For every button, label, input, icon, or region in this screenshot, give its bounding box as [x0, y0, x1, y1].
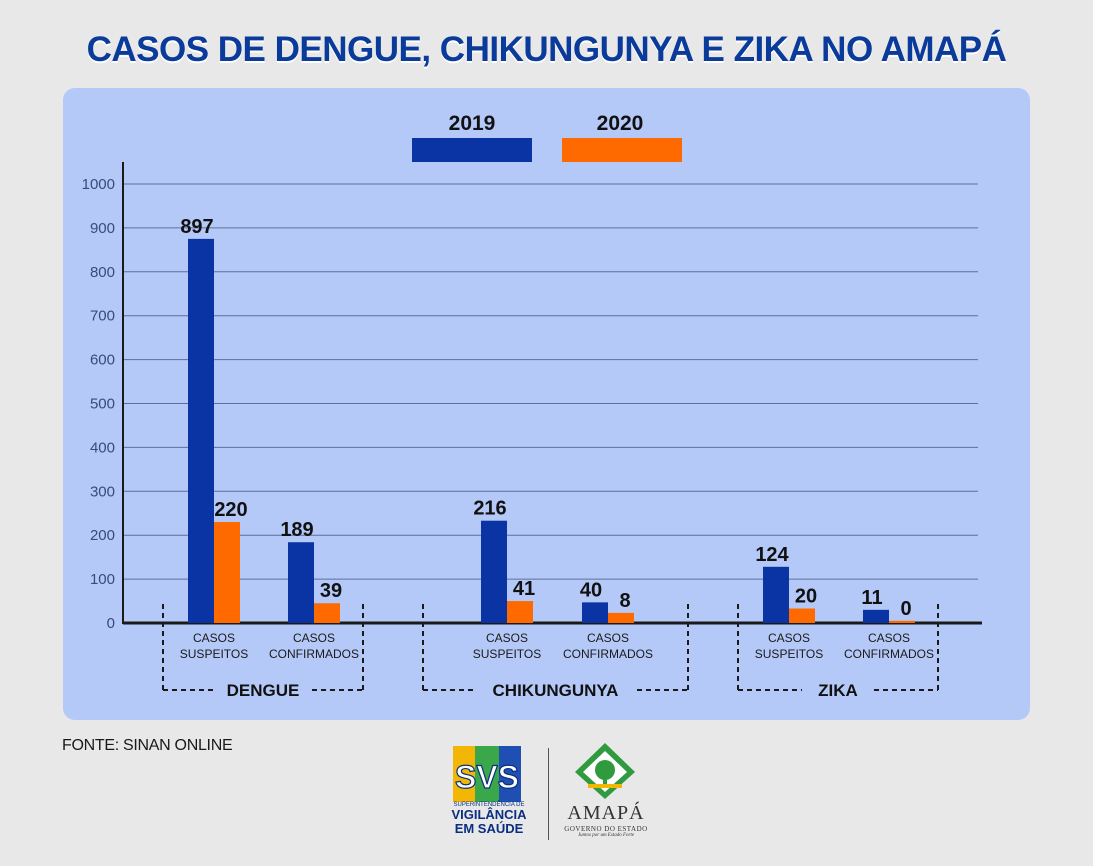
- svs-line3: EM SAÚDE: [454, 820, 524, 836]
- y-tick-label: 900: [90, 220, 115, 237]
- y-tick-label: 700: [90, 308, 115, 325]
- svs-wordmark: SUPERINTENDÊNCIA DE VIGILÂNCIA EM SAÚDE: [450, 802, 528, 836]
- bar-dengue-suspeitos-2020: [214, 522, 240, 623]
- bar-dengue-confirmados-2019: [288, 542, 314, 623]
- data-label: 124: [755, 544, 789, 566]
- logo-divider: [548, 748, 549, 840]
- category-label: SUSPEITOS: [473, 647, 541, 661]
- category-label: CASOS: [486, 631, 528, 645]
- bar-chikungunya-confirmados-2020: [608, 612, 634, 623]
- data-label: 41: [513, 578, 535, 600]
- legend-label-2019: 2019: [449, 112, 496, 135]
- amapa-name: AMAPÁ: [567, 802, 645, 824]
- bar-chikungunya-confirmados-2019: [582, 602, 608, 623]
- data-label: 8: [619, 590, 630, 612]
- bar-zika-confirmados-2019: [863, 609, 889, 623]
- svs-mark: SVS: [455, 759, 519, 795]
- footer-logos: SVS SUPERINTENDÊNCIA DE VIGILÂNCIA EM SA…: [450, 742, 660, 847]
- y-tick-label: 100: [90, 571, 115, 588]
- data-label: 220: [214, 499, 247, 521]
- svs-line1: SUPERINTENDÊNCIA DE: [453, 802, 525, 808]
- legend-swatch-2020: [562, 138, 682, 162]
- category-label: CASOS: [768, 631, 810, 645]
- category-label: CASOS: [868, 631, 910, 645]
- legend-swatch-2019: [412, 138, 532, 162]
- bar-zika-suspeitos-2020: [789, 608, 815, 623]
- amapa-slogan: Juntos por um Estado Forte: [577, 833, 635, 838]
- bar-dengue-suspeitos-2019: [188, 238, 214, 623]
- category-label: CASOS: [587, 631, 629, 645]
- category-label: CASOS: [293, 631, 335, 645]
- amapa-government: GOVERNO DO ESTADO: [564, 825, 648, 833]
- y-tick-label: 500: [90, 396, 115, 413]
- data-label: 20: [795, 586, 817, 608]
- group-label-dengue: DENGUE: [227, 681, 300, 700]
- category-label: CONFIRMADOS: [269, 647, 359, 661]
- group-label-zika: ZIKA: [818, 681, 858, 700]
- data-label: 11: [861, 587, 882, 609]
- amapa-emblem-icon: [575, 743, 635, 799]
- y-tick-label: 800: [90, 264, 115, 281]
- data-label: 189: [280, 519, 313, 541]
- source-note: FONTE: SINAN ONLINE: [62, 737, 233, 754]
- y-tick-label: 600: [90, 352, 115, 369]
- y-tick-label: 1000: [82, 176, 115, 193]
- category-label: CASOS: [193, 631, 235, 645]
- bar-chikungunya-suspeitos-2019: [481, 520, 507, 623]
- bar-zika-suspeitos-2019: [763, 566, 789, 623]
- group-label-chikungunya: CHIKUNGUNYA: [493, 681, 619, 700]
- y-tick-label: 400: [90, 439, 115, 456]
- chart-title: CASOS DE DENGUE, CHIKUNGUNYA E ZIKA NO A…: [86, 30, 1007, 69]
- y-tick-label: 300: [90, 483, 115, 500]
- legend-label-2020: 2020: [597, 112, 644, 135]
- bar-dengue-confirmados-2020: [314, 603, 340, 623]
- bar-chikungunya-suspeitos-2020: [507, 601, 533, 623]
- category-label: SUSPEITOS: [755, 647, 823, 661]
- amapa-wordmark: AMAPÁ GOVERNO DO ESTADO Juntos por um Es…: [556, 802, 656, 838]
- category-label: CONFIRMADOS: [563, 647, 653, 661]
- svs-logo-icon: SVS: [453, 746, 521, 802]
- y-tick-label: 0: [107, 615, 115, 632]
- data-label: 39: [320, 580, 342, 602]
- data-label: 216: [473, 498, 506, 520]
- data-label: 0: [900, 598, 911, 620]
- data-label: 897: [180, 216, 213, 238]
- category-label: SUSPEITOS: [180, 647, 248, 661]
- y-tick-label: 200: [90, 527, 115, 544]
- svs-line2: VIGILÂNCIA: [451, 807, 527, 823]
- bar-zika-confirmados-2020: [889, 620, 915, 623]
- data-label: 40: [580, 579, 602, 601]
- category-label: CONFIRMADOS: [844, 647, 934, 661]
